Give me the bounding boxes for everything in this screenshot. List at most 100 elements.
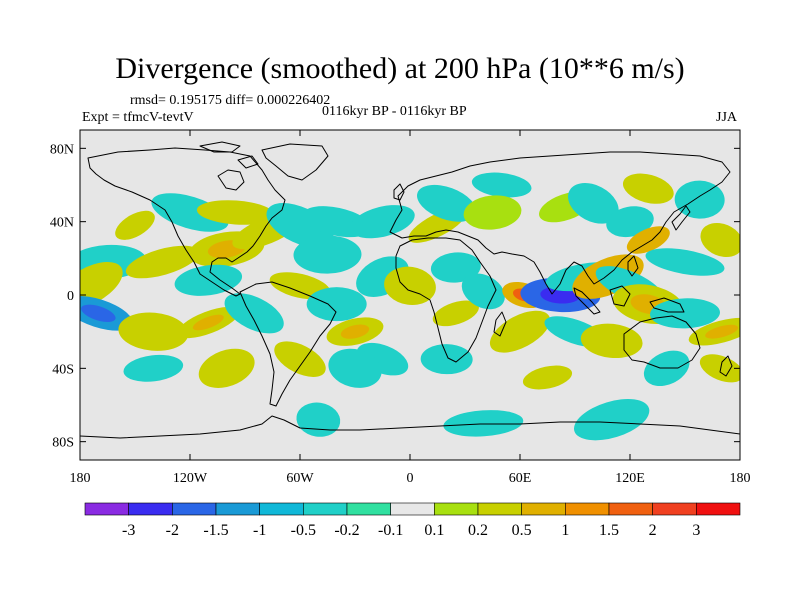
coastline-uk xyxy=(393,183,405,201)
field-feature xyxy=(443,410,524,437)
field-feature xyxy=(568,183,619,224)
colorbar-swatch xyxy=(259,502,304,516)
field-feature-core xyxy=(81,304,116,323)
colorbar-label: 0.1 xyxy=(424,522,444,539)
field-feature xyxy=(430,252,481,283)
experiment-label: Expt = tfmcV-tevtV xyxy=(82,110,194,125)
latitude-axis: 80N 40N 0 40S 80S xyxy=(50,142,740,451)
colorbar-label: -3 xyxy=(122,522,135,539)
field-feature xyxy=(417,184,477,222)
field-feature xyxy=(328,348,382,388)
colorbar-swatch xyxy=(84,502,129,516)
map-title: Divergence (smoothed) at 200 hPa (10**6 … xyxy=(115,52,685,85)
coastline-borneo xyxy=(609,285,631,307)
coastline-arctic-islands xyxy=(199,141,259,169)
colorbar-swatch xyxy=(521,502,566,516)
colorbar-swatch xyxy=(565,502,610,516)
colorbar-label: -1.5 xyxy=(203,522,228,539)
field-feature xyxy=(224,293,284,334)
coastline-new-zealand xyxy=(719,355,733,377)
colorbar-swatch xyxy=(652,502,697,516)
colorbar-swatch xyxy=(434,502,479,516)
lat-tick-label: 40N xyxy=(50,216,74,231)
field-feature xyxy=(699,354,740,383)
colorbar-swatch xyxy=(608,502,653,516)
colorbar-label: 0.2 xyxy=(468,522,488,539)
field-feature xyxy=(650,298,720,329)
field-feature xyxy=(420,344,473,375)
colorbar-label: -0.2 xyxy=(334,522,359,539)
field-feature-core xyxy=(340,324,370,339)
field-feature xyxy=(574,399,650,441)
field-feature xyxy=(622,173,674,204)
field-feature xyxy=(115,210,155,240)
field-feature xyxy=(123,354,184,382)
lon-tick-label: 120E xyxy=(615,471,645,486)
coastline-north-america xyxy=(87,147,286,297)
field-feature xyxy=(196,200,275,225)
field-feature xyxy=(350,205,415,239)
field-feature xyxy=(151,193,229,232)
coastline-south-america xyxy=(239,281,337,407)
colorbar-swatch xyxy=(346,502,391,516)
coastline-greenland xyxy=(261,143,329,181)
field-feature xyxy=(80,261,123,310)
coastline-hudson-bay xyxy=(217,169,245,191)
colorbar-label: 2 xyxy=(649,522,657,539)
lat-tick-label: 40S xyxy=(52,362,74,377)
field-feature xyxy=(198,348,255,388)
field-feature xyxy=(471,172,532,198)
lat-tick-label: 80S xyxy=(52,436,74,451)
season-label: JJA xyxy=(716,110,738,125)
coastline-philippines xyxy=(627,255,639,277)
coastline-eurasia xyxy=(389,151,731,295)
lon-tick-label: 120W xyxy=(173,471,208,486)
coastline-africa xyxy=(395,237,497,363)
period-label: 0116kyr BP - 0116kyr BP xyxy=(322,104,467,119)
field-feature xyxy=(522,365,573,390)
field-feature xyxy=(118,312,189,351)
divergence-field xyxy=(80,172,740,441)
colorbar-label: 3 xyxy=(692,522,700,539)
field-feature xyxy=(461,273,505,310)
colorbar-label: 0.5 xyxy=(512,522,532,539)
colorbar-label: 1.5 xyxy=(599,522,619,539)
coastline-australia xyxy=(623,315,701,369)
lon-tick-label: 60W xyxy=(286,471,314,486)
field-feature xyxy=(174,264,243,296)
colorbar-swatch xyxy=(303,502,348,516)
lat-tick-label: 80N xyxy=(50,142,74,157)
lon-tick-label: 180 xyxy=(70,471,91,486)
coastline-madagascar xyxy=(493,311,507,337)
field-feature xyxy=(274,341,326,377)
stats-line: rmsd= 0.195175 diff= 0.000226402 xyxy=(130,93,331,108)
colorbar-label: -0.1 xyxy=(378,522,403,539)
coastline-sumatra xyxy=(573,287,601,315)
field-feature xyxy=(125,245,200,279)
field-feature xyxy=(700,222,740,258)
colorbar-swatch xyxy=(215,502,260,516)
colorbar-swatch xyxy=(128,502,173,516)
field-feature-core xyxy=(705,324,739,339)
colorbar-label: -0.5 xyxy=(291,522,316,539)
field-feature xyxy=(293,235,362,274)
field-feature-core xyxy=(192,314,224,331)
colorbar-label: -1 xyxy=(253,522,266,539)
field-feature xyxy=(674,180,725,219)
colorbar: -3 -2 -1.5 -1 -0.5 -0.2 -0.1 0.1 0.2 0.5 1 1.5 2 3 xyxy=(84,502,741,539)
colorbar-label: -2 xyxy=(166,522,179,539)
coastline-japan xyxy=(671,205,691,231)
colorbar-swatch xyxy=(390,502,435,516)
coastline-new-guinea xyxy=(649,297,685,313)
field-feature xyxy=(432,300,479,327)
lon-tick-label: 60E xyxy=(509,471,532,486)
field-feature xyxy=(306,287,367,322)
coastlines xyxy=(80,141,740,439)
field-feature xyxy=(645,248,725,276)
field-feature-core xyxy=(637,233,660,247)
coastline-antarctica xyxy=(80,415,740,439)
lat-tick-label: 0 xyxy=(67,289,74,304)
lon-tick-label: 0 xyxy=(407,471,414,486)
colorbar-label: 1 xyxy=(561,522,569,539)
